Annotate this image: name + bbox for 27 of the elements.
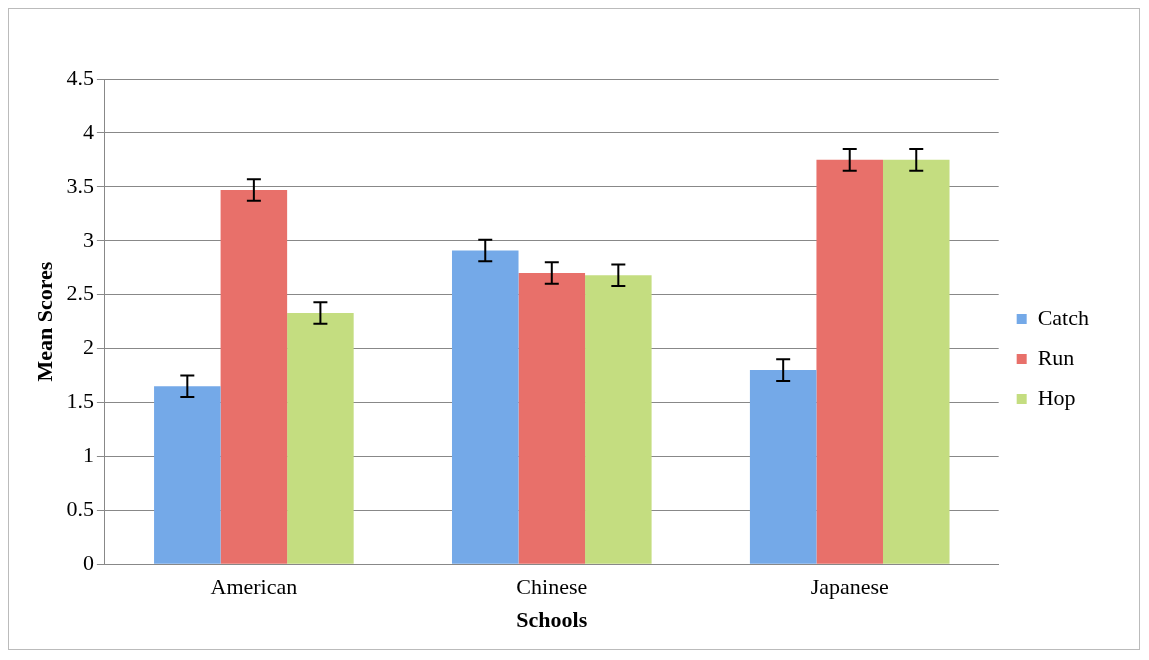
bar	[585, 275, 652, 564]
y-axis-title: Mean Scores	[31, 261, 57, 382]
y-tick-label: 0.5	[66, 496, 94, 522]
x-tick-label: Japanese	[810, 574, 889, 600]
x-tick-label: American	[210, 574, 298, 600]
x-axis-title: Schools	[516, 607, 588, 633]
y-tick-label: 3.5	[66, 172, 94, 198]
bar	[154, 386, 221, 564]
y-tick-label: 1.5	[66, 388, 94, 414]
y-tick-label: 3	[82, 226, 94, 252]
bar	[220, 190, 288, 564]
bar	[749, 370, 817, 564]
bar	[518, 273, 586, 564]
y-tick-label: 2	[82, 334, 94, 360]
bar	[882, 159, 950, 564]
bar	[816, 159, 883, 564]
legend-label: Catch	[1037, 304, 1090, 330]
x-tick-label: Chinese	[516, 574, 588, 600]
bar	[451, 250, 519, 564]
bar	[287, 312, 354, 564]
y-tick-label: 4	[82, 118, 94, 144]
y-tick-label: 2.5	[66, 280, 94, 306]
legend-label: Run	[1037, 344, 1075, 370]
y-tick-label: 0	[82, 549, 94, 575]
legend-label: Hop	[1037, 384, 1076, 410]
y-tick-label: 1	[82, 442, 94, 468]
y-tick-label: 4.5	[66, 64, 94, 90]
